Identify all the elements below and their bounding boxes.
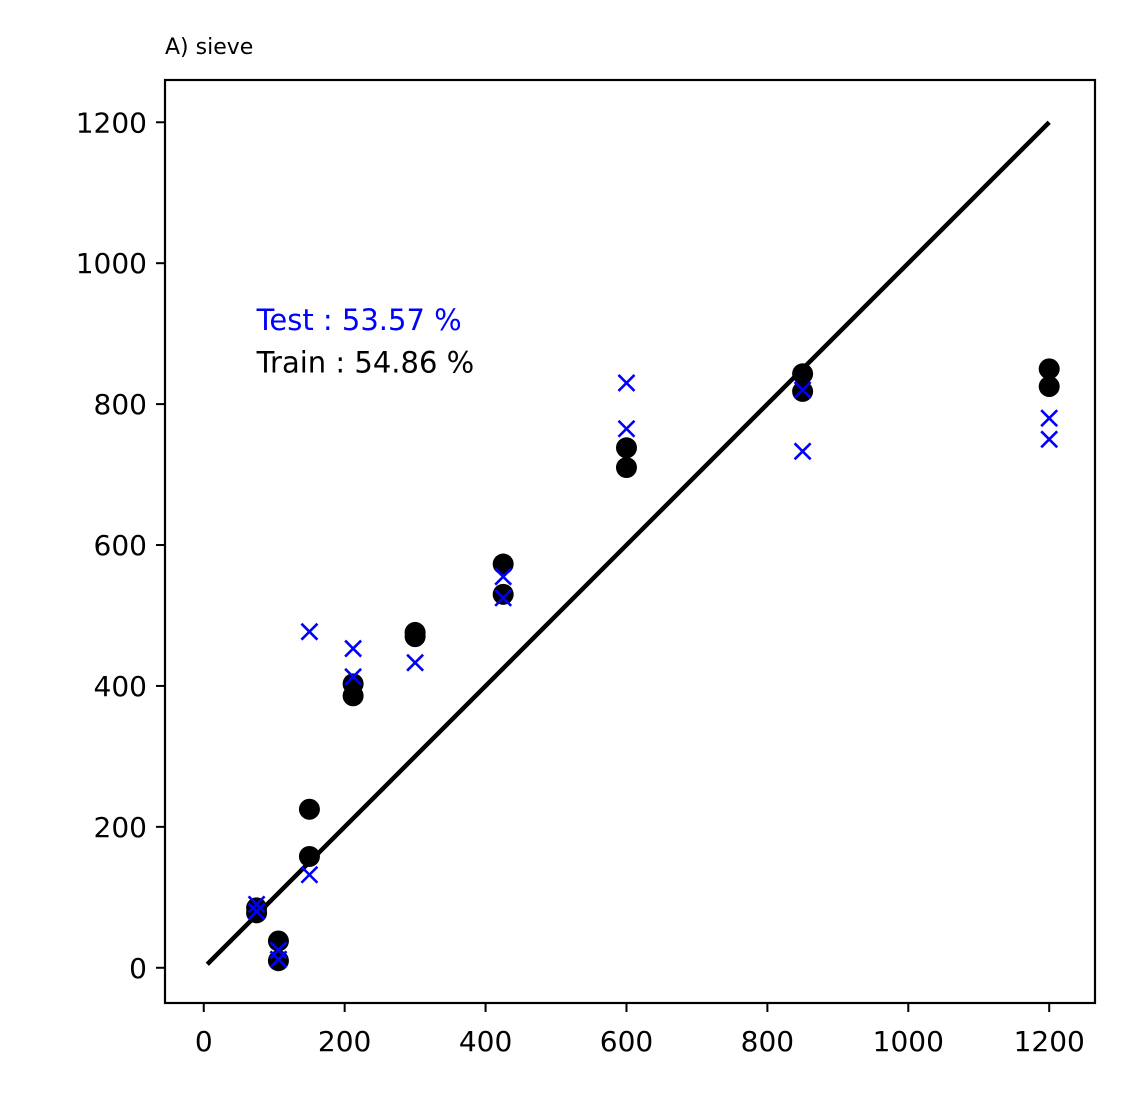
test-point — [300, 622, 319, 641]
axes: 0 200 400 600 800 1000 1200 0 200 400 600 800 1000 12… — [76, 106, 1085, 1058]
train-point — [792, 363, 814, 385]
test-point — [617, 419, 636, 438]
y-tick-label: 800 — [94, 388, 147, 421]
plot-area — [205, 120, 1060, 972]
x-tick-label: 1200 — [1014, 1025, 1085, 1058]
train-point — [615, 457, 637, 479]
train-point — [492, 583, 514, 605]
x-tick-label: 0 — [195, 1025, 213, 1058]
test-point — [247, 895, 266, 914]
x-tick-label: 800 — [741, 1025, 794, 1058]
train-point — [298, 845, 320, 867]
test-point — [617, 374, 636, 392]
y-tick-label: 1000 — [76, 247, 147, 280]
x-tick-label: 600 — [600, 1025, 653, 1058]
train-point — [342, 685, 364, 707]
test-point — [344, 667, 363, 686]
train-point — [246, 897, 268, 919]
test-point — [344, 639, 363, 658]
train-point — [492, 553, 514, 575]
annotations: Test : 53.57 % Train : 54.86 % — [256, 303, 475, 379]
train-point — [1038, 358, 1060, 380]
chart-title: A) sieve — [165, 35, 253, 60]
train-point — [404, 621, 426, 643]
y-tick-label: 600 — [94, 529, 147, 562]
test-point — [269, 950, 288, 969]
test-point — [406, 653, 425, 672]
y-tick-label: 200 — [94, 811, 147, 844]
train-point — [615, 437, 637, 459]
x-tick-label: 400 — [459, 1025, 512, 1058]
x-tick-label: 1000 — [873, 1025, 944, 1058]
test-point — [300, 865, 319, 884]
test-point — [793, 442, 812, 461]
y-tick-label: 1200 — [76, 106, 147, 139]
test-point — [1040, 409, 1059, 428]
plot-frame — [163, 78, 1097, 1005]
train-point — [1038, 375, 1060, 397]
test-point — [247, 902, 266, 921]
train-score-annotation: Train : 54.86 % — [256, 345, 475, 379]
y-tick-label: 400 — [94, 670, 147, 703]
train-point — [298, 798, 320, 820]
x-tick-label: 200 — [318, 1025, 371, 1058]
y-tick-label: 0 — [129, 952, 147, 985]
test-point — [793, 381, 812, 399]
test-score-annotation: Test : 53.57 % — [256, 303, 462, 337]
test-point — [1040, 430, 1059, 449]
test-point — [494, 588, 513, 607]
test-point — [494, 567, 513, 586]
reference-line — [205, 120, 1051, 966]
